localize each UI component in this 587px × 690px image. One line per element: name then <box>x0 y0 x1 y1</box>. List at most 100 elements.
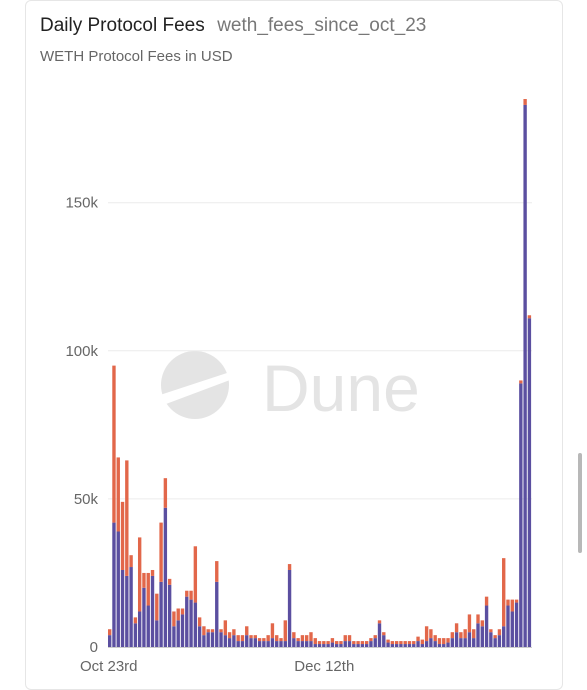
bar <box>236 641 240 647</box>
query-name[interactable]: weth_fees_since_oct_23 <box>217 15 427 36</box>
bar <box>322 641 326 645</box>
bar <box>193 546 198 603</box>
bar <box>489 632 493 647</box>
bar <box>317 644 322 647</box>
bar <box>454 632 459 647</box>
y-tick-label: 0 <box>90 639 98 656</box>
bar <box>484 605 489 647</box>
bar <box>390 644 395 647</box>
bar <box>275 641 279 647</box>
bar <box>197 617 202 627</box>
bar <box>386 642 390 647</box>
bar <box>232 635 236 647</box>
bar <box>429 638 433 647</box>
bar <box>476 623 480 647</box>
bar <box>420 639 425 645</box>
bar <box>382 632 386 636</box>
bar <box>493 635 497 639</box>
bar <box>142 572 146 588</box>
bar <box>343 635 347 642</box>
bar <box>185 590 189 597</box>
bar <box>159 581 163 647</box>
chart-subtitle: WETH Protocol Fees in USD <box>40 48 233 65</box>
bar <box>506 605 510 647</box>
bar <box>502 558 506 627</box>
bar <box>523 99 527 105</box>
bar <box>334 644 339 647</box>
bar <box>180 608 185 615</box>
bar <box>180 614 185 647</box>
bar <box>167 578 172 585</box>
bar <box>236 635 240 642</box>
bar <box>116 457 120 532</box>
bar <box>352 644 356 647</box>
bar <box>309 632 313 642</box>
bar <box>476 614 480 624</box>
bar <box>377 620 382 624</box>
bar <box>373 638 377 647</box>
bar <box>356 641 360 645</box>
bar <box>219 632 223 647</box>
bar <box>463 638 467 647</box>
bar <box>433 641 437 647</box>
bar <box>480 626 484 647</box>
bar <box>326 641 330 645</box>
bar <box>424 641 429 647</box>
bar <box>108 629 112 636</box>
bar <box>459 632 463 639</box>
bar <box>215 581 219 647</box>
bar <box>399 641 403 645</box>
bar <box>347 635 352 642</box>
bar <box>108 635 112 647</box>
bar <box>497 635 502 647</box>
bar <box>390 641 395 645</box>
bar <box>150 569 155 576</box>
bar <box>163 478 168 508</box>
bar <box>227 638 232 647</box>
bar <box>197 626 202 647</box>
bar <box>129 567 133 647</box>
bar <box>412 641 416 645</box>
bar <box>240 635 245 642</box>
bar <box>150 575 155 647</box>
bar <box>424 626 429 642</box>
bar <box>167 584 172 647</box>
bar <box>394 644 399 647</box>
bar <box>480 620 484 627</box>
bar <box>305 641 309 647</box>
bar <box>125 575 129 647</box>
bar <box>467 632 472 647</box>
bar <box>223 635 228 647</box>
bar <box>450 632 455 639</box>
bar <box>266 641 270 647</box>
bar <box>446 642 450 647</box>
bar <box>386 639 390 643</box>
bar <box>296 638 300 642</box>
bar <box>519 380 523 384</box>
bar <box>407 641 412 645</box>
chart-title: Daily Protocol Fees <box>40 15 205 36</box>
bar <box>450 638 455 647</box>
bar <box>382 635 386 647</box>
bar <box>262 641 266 647</box>
bar <box>189 599 193 647</box>
bar <box>527 318 532 647</box>
scrollbar[interactable] <box>578 453 582 553</box>
x-tick-label: Oct 23rd <box>80 658 138 675</box>
bar <box>437 644 442 647</box>
dune-logo-cut <box>160 372 230 404</box>
bar <box>172 611 176 627</box>
bar <box>155 593 159 621</box>
bar <box>339 641 343 645</box>
bar <box>133 617 138 624</box>
bar <box>364 644 369 647</box>
bar <box>442 644 446 647</box>
bar <box>433 635 437 642</box>
bar <box>514 602 519 647</box>
bar <box>253 635 257 639</box>
bar <box>360 641 365 645</box>
bar <box>172 626 176 647</box>
y-tick-label: 150k <box>65 195 98 212</box>
bar <box>292 632 296 639</box>
